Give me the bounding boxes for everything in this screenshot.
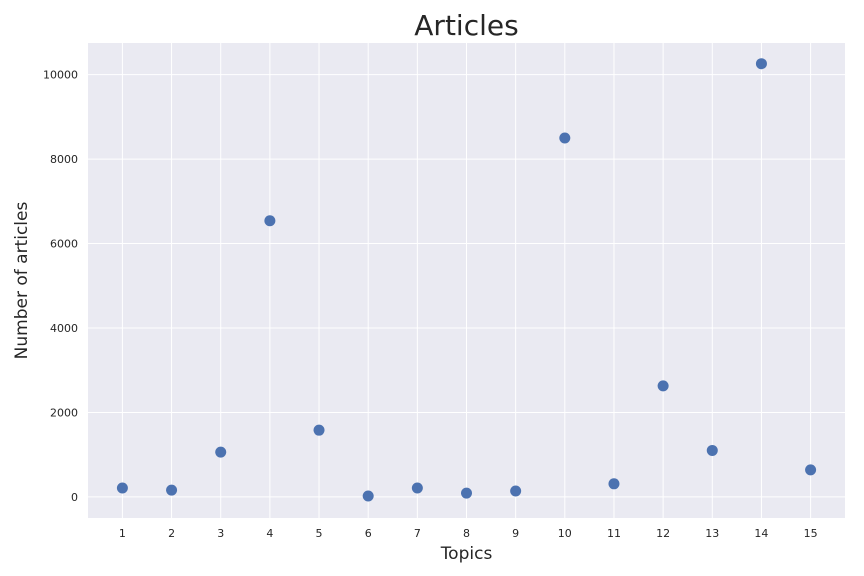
data-point: [362, 490, 374, 502]
chart-title: Articles: [414, 9, 518, 42]
data-point: [461, 487, 472, 499]
x-tick-label: 7: [414, 527, 421, 540]
x-tick-label: 10: [558, 527, 572, 540]
data-points: [116, 58, 817, 502]
data-point: [657, 380, 669, 392]
x-tick-label: 14: [754, 527, 768, 540]
y-tick-label: 6000: [50, 238, 78, 251]
data-point: [215, 446, 227, 458]
y-tick-labels: 0 2000 4000 6000 8000 10000: [43, 69, 78, 504]
data-point: [755, 58, 767, 70]
x-tick-label: 6: [365, 527, 372, 540]
x-tick-label: 4: [266, 527, 273, 540]
data-point: [116, 482, 128, 494]
x-tick-label: 3: [217, 527, 224, 540]
y-axis-label: Number of articles: [12, 202, 32, 360]
x-tick-label: 8: [463, 527, 470, 540]
data-point: [559, 132, 571, 144]
y-tick-label: 10000: [43, 69, 78, 82]
data-point: [706, 444, 718, 456]
data-point: [313, 424, 325, 436]
x-tick-label: 2: [168, 527, 175, 540]
data-point: [510, 485, 522, 497]
data-point: [411, 482, 423, 494]
y-tick-label: 2000: [50, 406, 78, 419]
data-point: [166, 484, 178, 496]
y-tick-label: 4000: [50, 322, 78, 335]
x-tick-label: 1: [119, 527, 126, 540]
data-point: [264, 215, 276, 227]
x-tick-label: 5: [316, 527, 323, 540]
x-tick-label: 11: [607, 527, 621, 540]
x-tick-label: 12: [656, 527, 670, 540]
y-tick-label: 0: [71, 491, 78, 504]
x-axis-label: Topics: [440, 544, 493, 564]
data-point: [805, 464, 817, 476]
x-tick-label: 15: [804, 527, 818, 540]
x-tick-label: 13: [705, 527, 719, 540]
x-tick-label: 9: [512, 527, 519, 540]
data-point: [608, 478, 620, 490]
grid: [88, 43, 845, 518]
x-tick-labels: 1 2 3 4 5 6 7 8 9 10 11 12 13 14 15: [119, 527, 818, 540]
y-tick-label: 8000: [50, 153, 78, 166]
